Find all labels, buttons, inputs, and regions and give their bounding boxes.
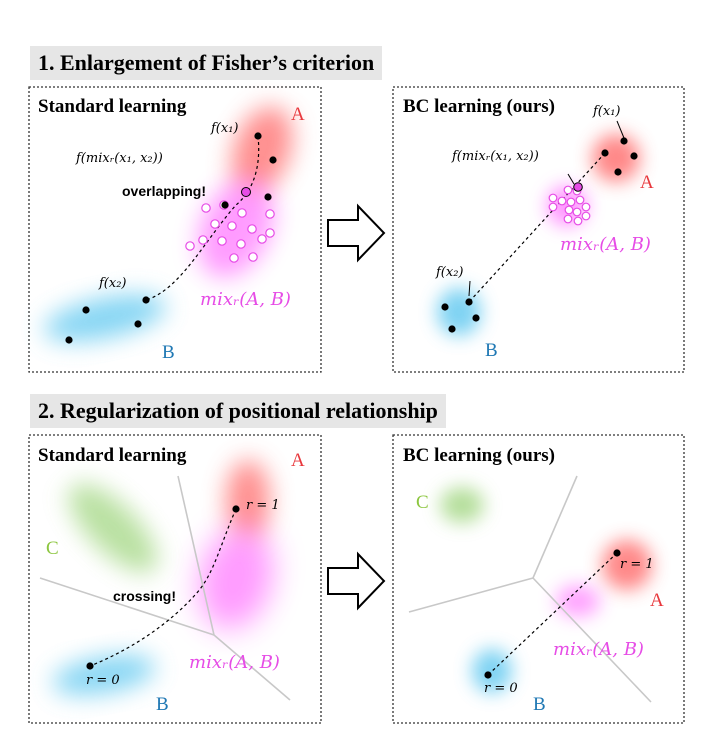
class-a-label: A <box>640 172 654 193</box>
blob-class-b <box>472 649 512 693</box>
blob-class-c <box>440 487 484 523</box>
class-c-label: C <box>46 538 59 559</box>
panel-title: Standard learning <box>38 96 187 117</box>
right-arrow-icon <box>327 551 386 611</box>
panel-bc-2: BC learning (ours) C r = 1 A mixᵣ(A, B) … <box>403 445 664 715</box>
blob-mix <box>198 526 274 630</box>
blob-class-b <box>52 655 156 695</box>
mix-label: mixᵣ(A, B) <box>560 234 651 255</box>
leader-line <box>616 120 625 139</box>
panel-title: Standard learning <box>38 445 187 466</box>
class-a-label: A <box>650 590 664 611</box>
panel-bc-2-frame <box>392 434 685 724</box>
class-b-label: B <box>162 342 175 363</box>
decision-boundaries <box>408 475 652 703</box>
overlap-note: overlapping! <box>122 183 206 199</box>
mixed-point <box>241 187 251 197</box>
blob-mix <box>556 585 600 617</box>
class-a-label: A <box>291 104 305 125</box>
mix-label: mixᵣ(A, B) <box>553 639 644 660</box>
class-b-label: B <box>156 694 169 715</box>
mix-points <box>548 185 591 226</box>
fx1-label: f(x₁) <box>592 104 621 119</box>
point-r0 <box>484 671 492 679</box>
panel-bc-1: BC learning (ours) f(x₁) f(mixᵣ(x₁, x₂))… <box>403 96 654 361</box>
section1-title: 1. Enlargement of Fisher’s criterion <box>30 46 383 80</box>
r0-label: r = 0 <box>86 673 120 688</box>
right-arrow-icon <box>327 203 386 263</box>
panel-bc-1-frame <box>392 86 685 373</box>
panel-title: BC learning (ours) <box>403 96 555 117</box>
class-b-label: B <box>533 694 546 715</box>
data-points <box>65 132 277 344</box>
r1-label: r = 1 <box>246 498 280 513</box>
panel-standard-1-frame <box>28 86 322 373</box>
data-points <box>441 137 638 333</box>
point-r1 <box>613 549 621 557</box>
blob-class-c <box>68 483 158 573</box>
fmix-label: f(mixᵣ(x₁, x₂)) <box>451 149 539 164</box>
interpolation-path <box>89 508 237 667</box>
blob-class-a <box>592 134 640 182</box>
class-a-label: A <box>291 450 305 471</box>
class-b-label: B <box>485 340 498 361</box>
cross-note: crossing! <box>113 588 176 604</box>
leader-line <box>468 280 471 297</box>
fmix-label: f(mixᵣ(x₁, x₂)) <box>75 151 163 166</box>
panel-standard-2-frame <box>28 434 322 724</box>
leader-line <box>567 173 575 185</box>
panel-title: BC learning (ours) <box>403 445 555 466</box>
mix-label: mixᵣ(A, B) <box>189 652 280 673</box>
blob-class-a <box>231 106 293 194</box>
blob-class-b <box>44 294 166 342</box>
fx2-label: f(x₂) <box>435 265 464 280</box>
interpolation-path <box>468 152 606 303</box>
mix-label: mixᵣ(A, B) <box>200 289 291 310</box>
point-r1 <box>232 505 240 513</box>
mixed-point <box>573 182 583 192</box>
point-r0 <box>86 662 94 670</box>
panel-standard-1: Standard learning A B f(x₁) f(mixᵣ(x₁, x… <box>38 96 305 363</box>
decision-boundaries <box>39 475 291 701</box>
r0-label: r = 0 <box>484 681 518 696</box>
class-c-label: C <box>416 492 429 513</box>
fx1-label: f(x₁) <box>210 121 239 136</box>
section2-title: 2. Regularization of positional relation… <box>30 394 446 428</box>
panel-standard-2: Standard learning A C B r = 1 r = 0 cros… <box>38 445 305 715</box>
r1-label: r = 1 <box>620 557 654 572</box>
blob-class-a <box>226 460 270 540</box>
fx2-label: f(x₂) <box>98 276 127 291</box>
